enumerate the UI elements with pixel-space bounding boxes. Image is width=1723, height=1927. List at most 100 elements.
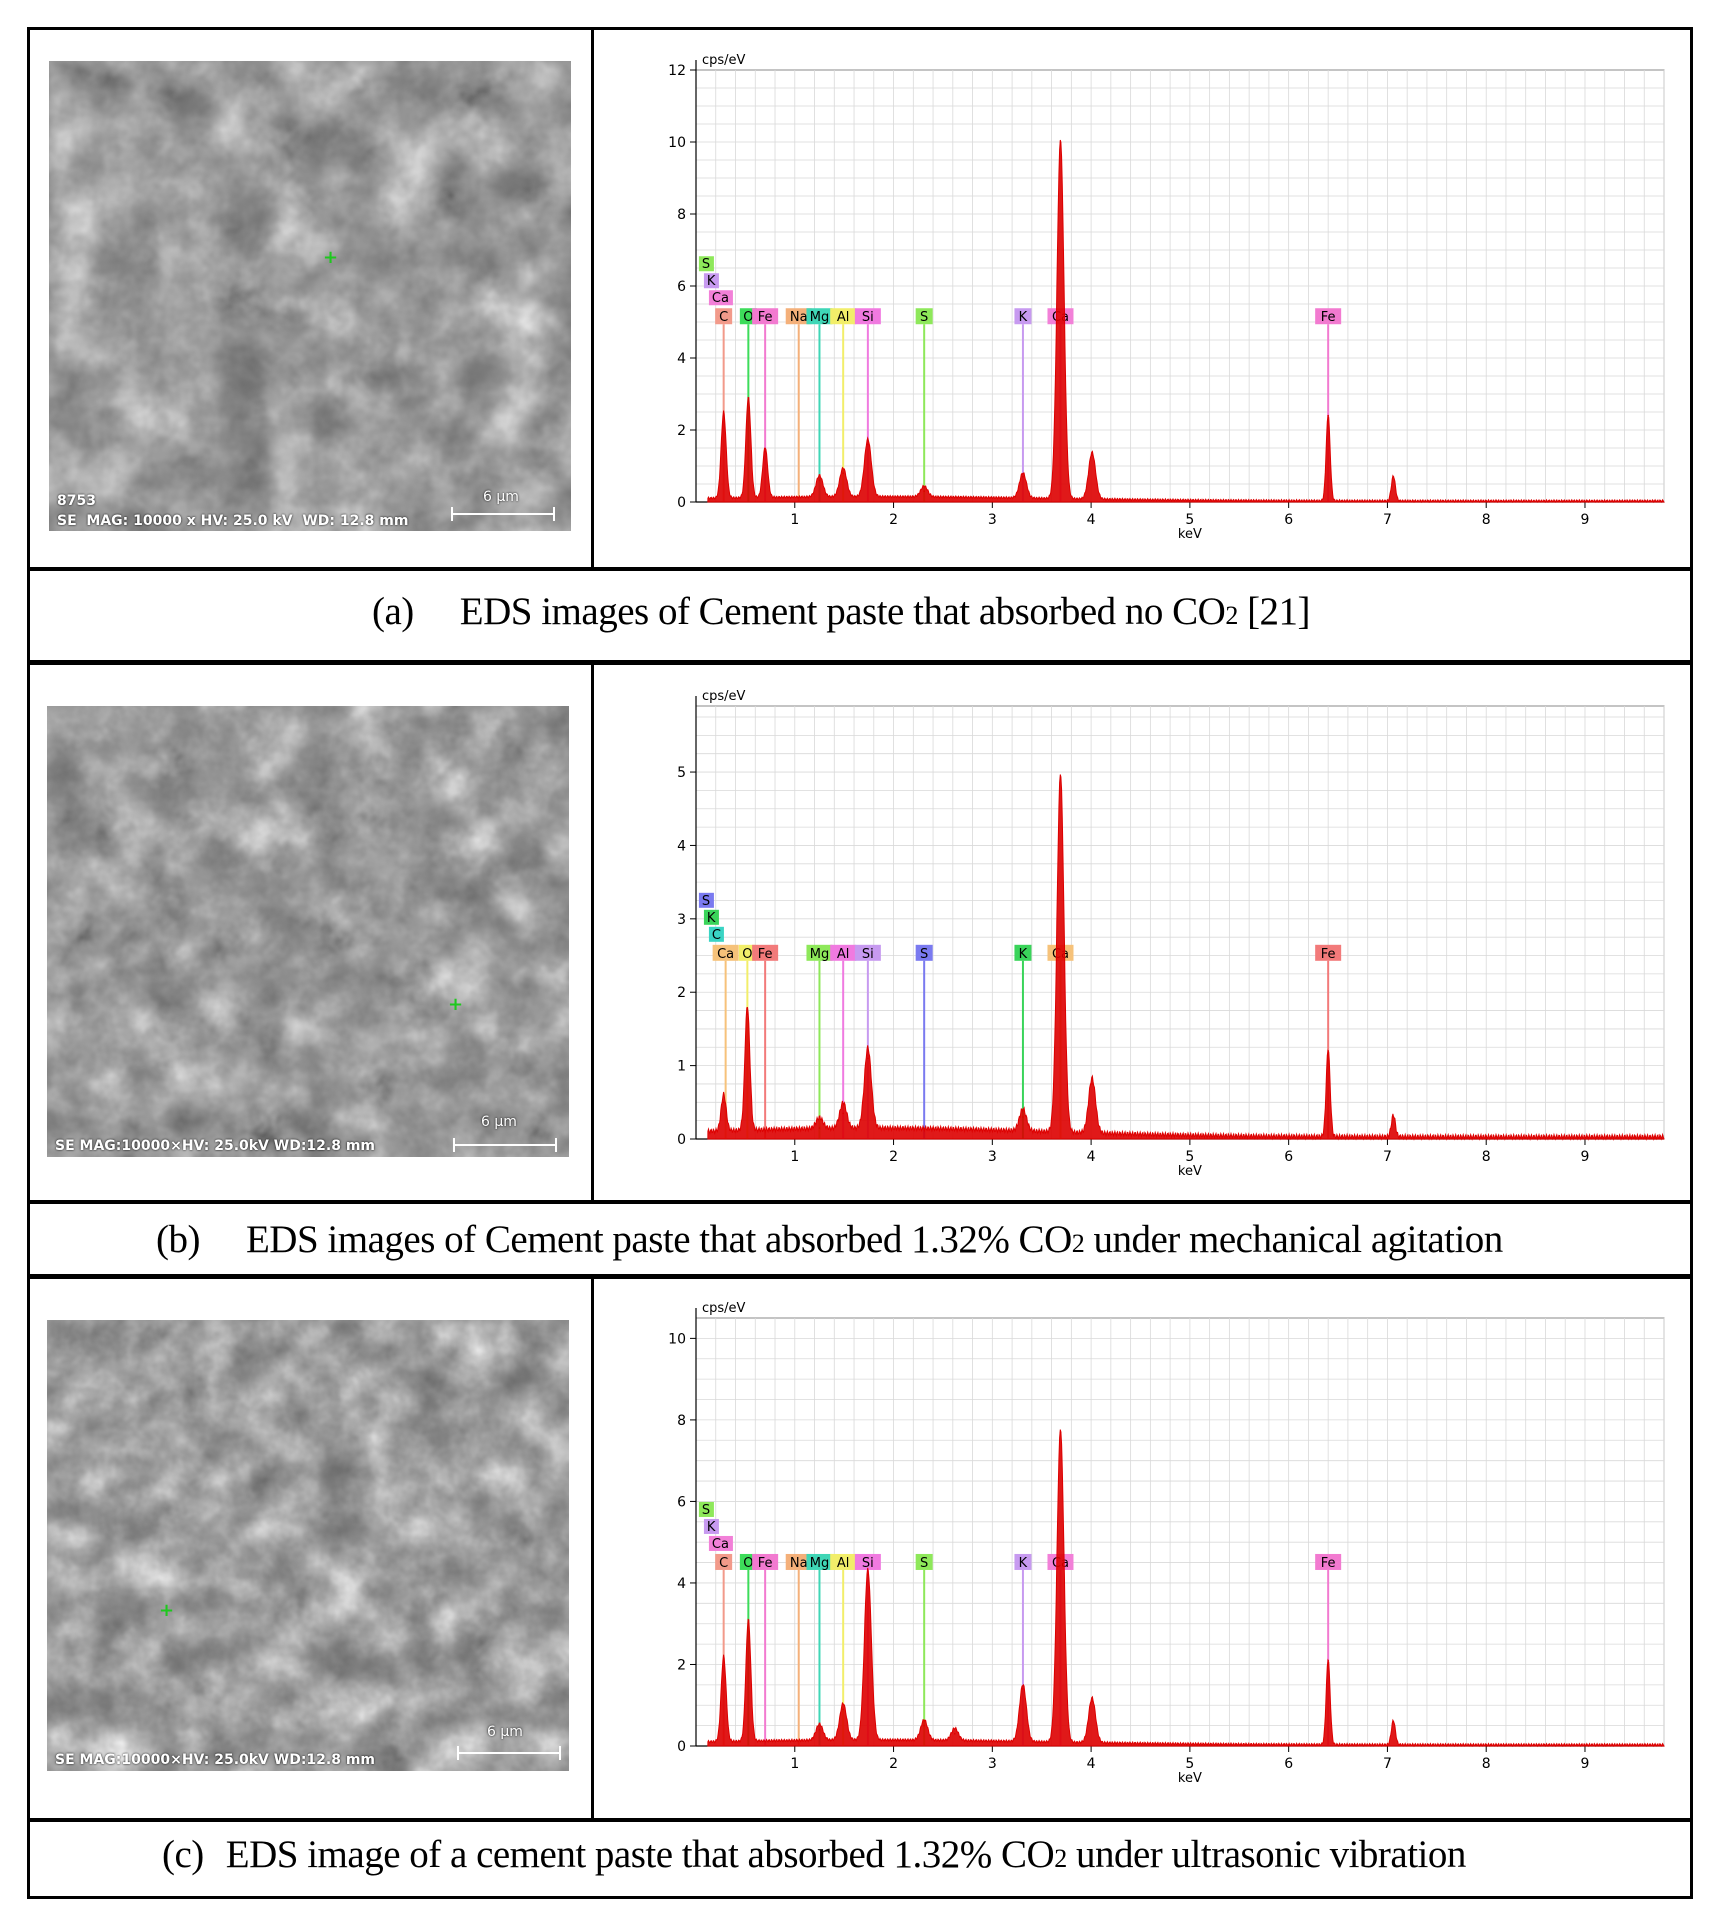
divider-b-c bbox=[27, 1274, 1693, 1279]
caption-text-after: under mechanical agitation bbox=[1084, 1218, 1503, 1261]
sem-scale-bar bbox=[457, 1746, 561, 1760]
element-label-box bbox=[1315, 308, 1342, 325]
spectrum-series bbox=[707, 139, 1665, 504]
element-label-box bbox=[715, 308, 733, 325]
spectrum-peak-point bbox=[1059, 141, 1062, 143]
x-tick-label: 9 bbox=[1581, 1149, 1590, 1165]
element-label-box bbox=[1315, 944, 1342, 961]
y-tick-label: 12 bbox=[668, 63, 686, 79]
element-label-box bbox=[698, 1501, 714, 1517]
spectrum-peak-point bbox=[842, 472, 844, 475]
x-tick-label: 3 bbox=[988, 512, 997, 528]
x-tick-label: 3 bbox=[988, 1149, 997, 1165]
element-label-box bbox=[1014, 944, 1032, 961]
element-label: Al bbox=[837, 947, 850, 962]
element-label-box bbox=[830, 308, 857, 325]
spectrum-peak-point bbox=[867, 1574, 869, 1576]
x-tick-label: 6 bbox=[1284, 1149, 1293, 1165]
element-label: K bbox=[707, 911, 716, 926]
element-label: Si bbox=[862, 947, 874, 962]
sem-texture-b bbox=[47, 706, 569, 1157]
spectrum-peak-point bbox=[1022, 476, 1024, 478]
element-label: Na bbox=[790, 1556, 808, 1571]
sem-info-bar: SE MAG:10000×HV: 25.0kV WD:12.8 mm bbox=[55, 1138, 376, 1154]
caption-subscript: 2 bbox=[1225, 601, 1238, 630]
spectrum-peak-point bbox=[923, 1724, 925, 1727]
x-tick-label: 7 bbox=[1383, 512, 1392, 528]
element-label-box bbox=[703, 1518, 719, 1534]
spectrum-series bbox=[707, 1429, 1665, 1748]
y-tick-label: 8 bbox=[677, 207, 686, 223]
spectrum-peak-point bbox=[1091, 1700, 1093, 1702]
element-label: O bbox=[743, 1556, 753, 1571]
y-tick-label: 4 bbox=[677, 1576, 686, 1592]
spectrum-peak-point bbox=[1327, 1659, 1329, 1662]
element-label-box bbox=[698, 892, 714, 908]
x-tick-label: 6 bbox=[1284, 1756, 1293, 1772]
x-tick-label: 4 bbox=[1087, 512, 1096, 528]
caption-text-after: [21] bbox=[1237, 590, 1311, 633]
eds-spectrum-b: 012345123456789cps/eVkeVCaOFeMgAlSiSKCaF… bbox=[677, 689, 1665, 1179]
element-label: S bbox=[702, 1503, 710, 1518]
y-tick-label: 10 bbox=[668, 135, 686, 151]
x-tick-label: 9 bbox=[1581, 512, 1590, 528]
x-tick-label: 5 bbox=[1185, 1149, 1194, 1165]
figure-frame bbox=[27, 27, 1693, 1899]
x-tick-label: 8 bbox=[1482, 1756, 1491, 1772]
element-label: Fe bbox=[758, 310, 773, 325]
eds-spectrum-c: 0246810123456789cps/eVkeVCOFeNaMgAlSiSKC… bbox=[668, 1301, 1665, 1786]
y-tick-label: 0 bbox=[677, 495, 686, 511]
divider-b-caption bbox=[27, 1200, 1693, 1204]
y-axis-label: cps/eV bbox=[702, 689, 746, 704]
column-divider-c bbox=[591, 1279, 594, 1819]
sem-texture-a bbox=[49, 61, 571, 531]
y-tick-label: 0 bbox=[677, 1739, 686, 1755]
element-label-box bbox=[698, 256, 714, 272]
spectrum-peak-point bbox=[1059, 1431, 1062, 1433]
caption-text: EDS images of Cement paste that absorbed… bbox=[245, 1218, 1072, 1261]
x-tick-label: 2 bbox=[889, 512, 898, 528]
element-label-box bbox=[703, 909, 719, 925]
x-tick-label: 2 bbox=[889, 1756, 898, 1772]
spectrum-peak-point bbox=[818, 1127, 821, 1129]
x-tick-label: 8 bbox=[1482, 512, 1491, 528]
y-tick-label: 2 bbox=[677, 423, 686, 439]
sem-scale-bar bbox=[451, 507, 555, 521]
element-label: S bbox=[920, 947, 928, 962]
element-label: C bbox=[719, 310, 728, 325]
divider-a-b bbox=[27, 660, 1693, 665]
element-label: O bbox=[743, 310, 753, 325]
spectrum-peak-point bbox=[1327, 414, 1329, 417]
x-tick-label: 7 bbox=[1383, 1149, 1392, 1165]
y-tick-label: 3 bbox=[677, 912, 686, 928]
element-label: Mg bbox=[810, 947, 829, 962]
divider-a-caption bbox=[27, 567, 1693, 571]
plot-area bbox=[695, 1317, 1665, 1747]
element-label-box bbox=[703, 273, 719, 289]
element-label: K bbox=[1019, 310, 1028, 325]
element-label: K bbox=[707, 274, 716, 289]
x-tick-label: 8 bbox=[1482, 1149, 1491, 1165]
element-label-box bbox=[1014, 308, 1032, 325]
element-label: Al bbox=[837, 310, 850, 325]
spectrum-peak-point bbox=[1022, 1688, 1024, 1690]
x-tick-label: 3 bbox=[988, 1756, 997, 1772]
x-tick-label: 1 bbox=[790, 1756, 799, 1772]
element-label: Na bbox=[790, 310, 808, 325]
element-label-box bbox=[708, 926, 724, 942]
element-label: Fe bbox=[1321, 310, 1336, 325]
spectrum-peak-point bbox=[867, 1057, 869, 1060]
element-label-box bbox=[752, 944, 779, 961]
spectrum-peak-point bbox=[867, 443, 869, 446]
element-label-box bbox=[854, 308, 881, 325]
element-label: S bbox=[920, 1556, 928, 1571]
spectrum-peak-point bbox=[1392, 1116, 1395, 1118]
sem-info-bar: SE MAG: 10000 x HV: 25.0 kV WD: 12.8 mm bbox=[57, 513, 409, 529]
element-label: Al bbox=[837, 1556, 850, 1571]
spectrum-peak-point bbox=[764, 450, 766, 453]
spectrum-peak-point bbox=[1091, 454, 1093, 457]
element-label: Fe bbox=[758, 1556, 773, 1571]
column-divider-a bbox=[591, 27, 594, 568]
caption-text-after: under ultrasonic vibration bbox=[1066, 1833, 1466, 1876]
